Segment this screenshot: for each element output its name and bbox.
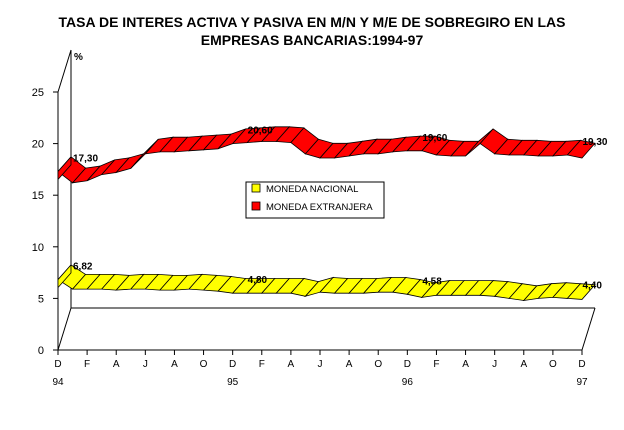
series-moneda-nacional-data-label: 6,82 — [73, 262, 93, 273]
chart-title-line1: TASA DE INTERES ACTIVA Y PASIVA EN M/N Y… — [58, 14, 566, 30]
series-moneda-nacional-data-label: 4,40 — [582, 280, 602, 291]
x-month-label: A — [171, 359, 178, 370]
chart-title-line2: EMPRESAS BANCARIAS:1994-97 — [200, 32, 424, 48]
series-moneda-nacional-end-cap — [57, 263, 72, 289]
x-month-label: F — [433, 359, 439, 370]
x-month-label: O — [549, 359, 557, 370]
x-month-label: A — [520, 359, 527, 370]
legend-label: MONEDA NACIONAL — [266, 184, 358, 195]
series-moneda-nacional-data-label: 4,80 — [248, 275, 268, 286]
x-month-label: A — [113, 359, 120, 370]
x-year-label: 97 — [576, 377, 588, 388]
y-tick-label: 10 — [32, 242, 44, 254]
x-month-label: D — [404, 359, 411, 370]
series-moneda-nacional-segment — [566, 283, 596, 300]
x-month-label: J — [492, 359, 497, 370]
depth-edge-right-bottom — [581, 307, 596, 351]
y-tick-label: 15 — [32, 190, 44, 202]
series-moneda-extranjera-data-label: 17,30 — [73, 153, 98, 164]
y-tick-label: 5 — [38, 293, 44, 305]
series-moneda-extranjera-data-label: 19,30 — [582, 137, 607, 148]
x-month-label: D — [229, 359, 236, 370]
x-month-label: A — [288, 359, 295, 370]
depth-edge-left-bottom — [57, 307, 72, 351]
x-month-label: J — [143, 359, 148, 370]
y-axis-unit-label: % — [74, 52, 83, 63]
series-moneda-extranjera-data-label: 19,60 — [422, 133, 447, 144]
legend-box — [245, 181, 385, 219]
x-month-label: D — [578, 359, 585, 370]
x-month-label: A — [346, 359, 353, 370]
x-month-label: F — [84, 359, 90, 370]
x-month-label: O — [374, 359, 382, 370]
x-month-label: F — [259, 359, 265, 370]
x-month-label: D — [54, 359, 61, 370]
legend-label: MONEDA EXTRANJERA — [266, 202, 373, 213]
y-tick-label: 20 — [32, 139, 44, 151]
legend-swatch — [251, 201, 261, 211]
legend-swatch — [251, 183, 261, 193]
x-year-label: 94 — [52, 377, 64, 388]
series-moneda-extranjera-segment — [566, 139, 596, 159]
series-moneda-nacional-data-label: 4,58 — [422, 276, 442, 287]
x-month-label: J — [318, 359, 323, 370]
y-tick-label: 0 — [38, 345, 44, 357]
x-year-label: 96 — [402, 377, 414, 388]
x-month-label: O — [200, 359, 208, 370]
depth-edge-left-top — [57, 49, 72, 93]
x-month-label: A — [462, 359, 469, 370]
series-moneda-extranjera-data-label: 20,60 — [248, 126, 273, 137]
x-year-label: 95 — [227, 377, 239, 388]
series-moneda-extranjera-end-cap — [57, 155, 72, 181]
y-tick-label: 25 — [32, 87, 44, 99]
